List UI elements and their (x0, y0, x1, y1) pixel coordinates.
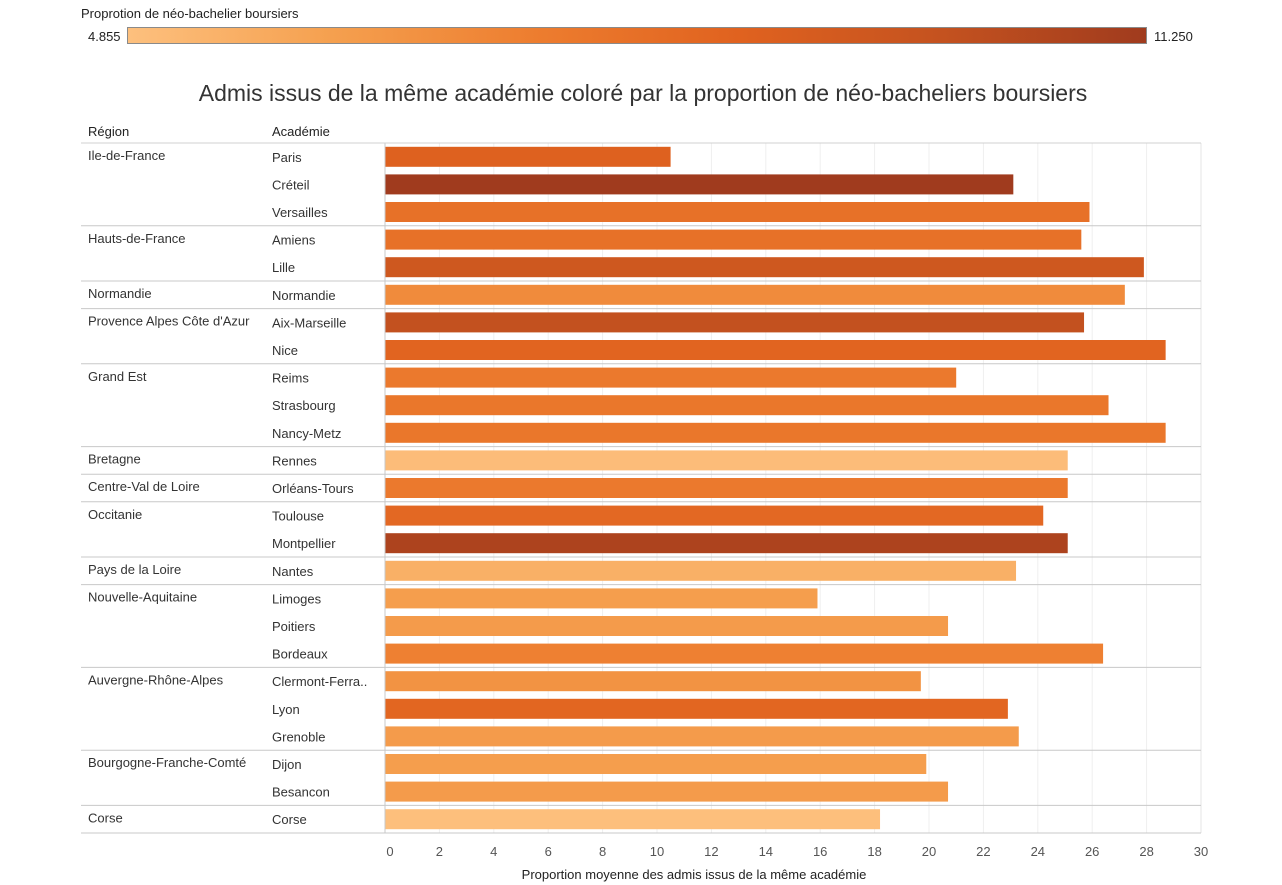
bar (385, 450, 1068, 471)
x-tick-label: 2 (436, 844, 443, 859)
x-tick-label: 24 (1031, 844, 1045, 859)
academie-column-header: Académie (272, 124, 330, 139)
region-label: Grand Est (88, 369, 147, 384)
academie-label: Paris (272, 150, 302, 165)
region-label: Occitanie (88, 507, 142, 522)
region-column-header: Région (88, 124, 130, 139)
academie-label: Toulouse (272, 509, 324, 524)
bar (385, 202, 1090, 222)
region-label: Corse (88, 810, 123, 825)
academie-label: Poitiers (272, 619, 316, 634)
bar (385, 284, 1125, 305)
region-label: Bourgogne-Franche-Comté (88, 755, 246, 770)
bar (385, 478, 1068, 498)
region-label: Normandie (88, 286, 152, 301)
legend-min-label: 4.855 (88, 29, 121, 44)
bar (385, 257, 1144, 278)
bar (385, 505, 1044, 526)
academie-label: Rennes (272, 453, 317, 468)
bar (385, 533, 1068, 554)
chart-title: Admis issus de la même académie coloré p… (198, 80, 1088, 106)
bar (385, 422, 1166, 443)
academie-label: Montpellier (272, 536, 336, 551)
bar (385, 340, 1166, 360)
region-label: Pays de la Loire (88, 562, 181, 577)
legend-title: Proprotion de néo-bachelier boursiers (81, 6, 299, 21)
x-tick-label: 22 (976, 844, 990, 859)
bar (385, 726, 1019, 747)
x-tick-label: 30 (1194, 844, 1208, 859)
academie-label: Grenoble (272, 729, 325, 744)
academie-label: Versailles (272, 205, 328, 220)
academie-label: Nice (272, 343, 298, 358)
bar (385, 588, 818, 609)
bar (385, 395, 1109, 416)
academie-label: Corse (272, 812, 307, 827)
academie-label: Nantes (272, 564, 314, 579)
region-label: Ile-de-France (88, 148, 165, 163)
x-tick-label: 6 (545, 844, 552, 859)
x-tick-label: 0 (386, 844, 393, 859)
region-label: Bretagne (88, 452, 141, 467)
color-legend-gradient (127, 27, 1147, 44)
x-axis-title: Proportion moyenne des admis issus de la… (521, 867, 867, 882)
x-tick-label: 20 (922, 844, 936, 859)
academie-label: Lille (272, 260, 295, 275)
academie-label: Bordeaux (272, 647, 328, 662)
legend-max-label: 11.250 (1154, 29, 1193, 44)
academie-label: Amiens (272, 233, 316, 248)
bar (385, 754, 927, 774)
bar (385, 174, 1014, 195)
bar (385, 781, 949, 802)
academie-label: Limoges (272, 591, 322, 606)
x-tick-label: 8 (599, 844, 606, 859)
x-tick-label: 4 (490, 844, 497, 859)
x-tick-label: 10 (650, 844, 664, 859)
bar (385, 616, 949, 636)
bar (385, 229, 1082, 250)
x-tick-label: 12 (704, 844, 718, 859)
bar (385, 643, 1104, 664)
region-label: Hauts-de-France (88, 231, 186, 246)
x-tick-label: 26 (1085, 844, 1099, 859)
x-tick-label: 18 (867, 844, 881, 859)
x-tick-label: 16 (813, 844, 827, 859)
x-tick-label: 14 (759, 844, 773, 859)
bar (385, 367, 957, 388)
academie-label: Dijon (272, 757, 302, 772)
academie-label: Créteil (272, 177, 310, 192)
academie-label: Strasbourg (272, 398, 336, 413)
bar (385, 560, 1017, 581)
bar (385, 698, 1008, 719)
academie-label: Nancy-Metz (272, 426, 341, 441)
region-label: Provence Alpes Côte d'Azur (88, 314, 250, 329)
academie-label: Lyon (272, 702, 300, 717)
bar (385, 671, 921, 692)
academie-label: Besancon (272, 785, 330, 800)
region-label: Nouvelle-Aquitaine (88, 590, 197, 605)
region-label: Auvergne-Rhône-Alpes (88, 672, 224, 687)
x-tick-label: 28 (1139, 844, 1153, 859)
academie-label: Reims (272, 371, 309, 386)
academie-label: Clermont-Ferra.. (272, 674, 367, 689)
bar (385, 809, 881, 830)
bar (385, 146, 671, 167)
region-label: Centre-Val de Loire (88, 479, 200, 494)
bar (385, 312, 1085, 333)
academie-label: Orléans-Tours (272, 481, 354, 496)
academie-label: Normandie (272, 288, 336, 303)
academie-label: Aix-Marseille (272, 315, 346, 330)
